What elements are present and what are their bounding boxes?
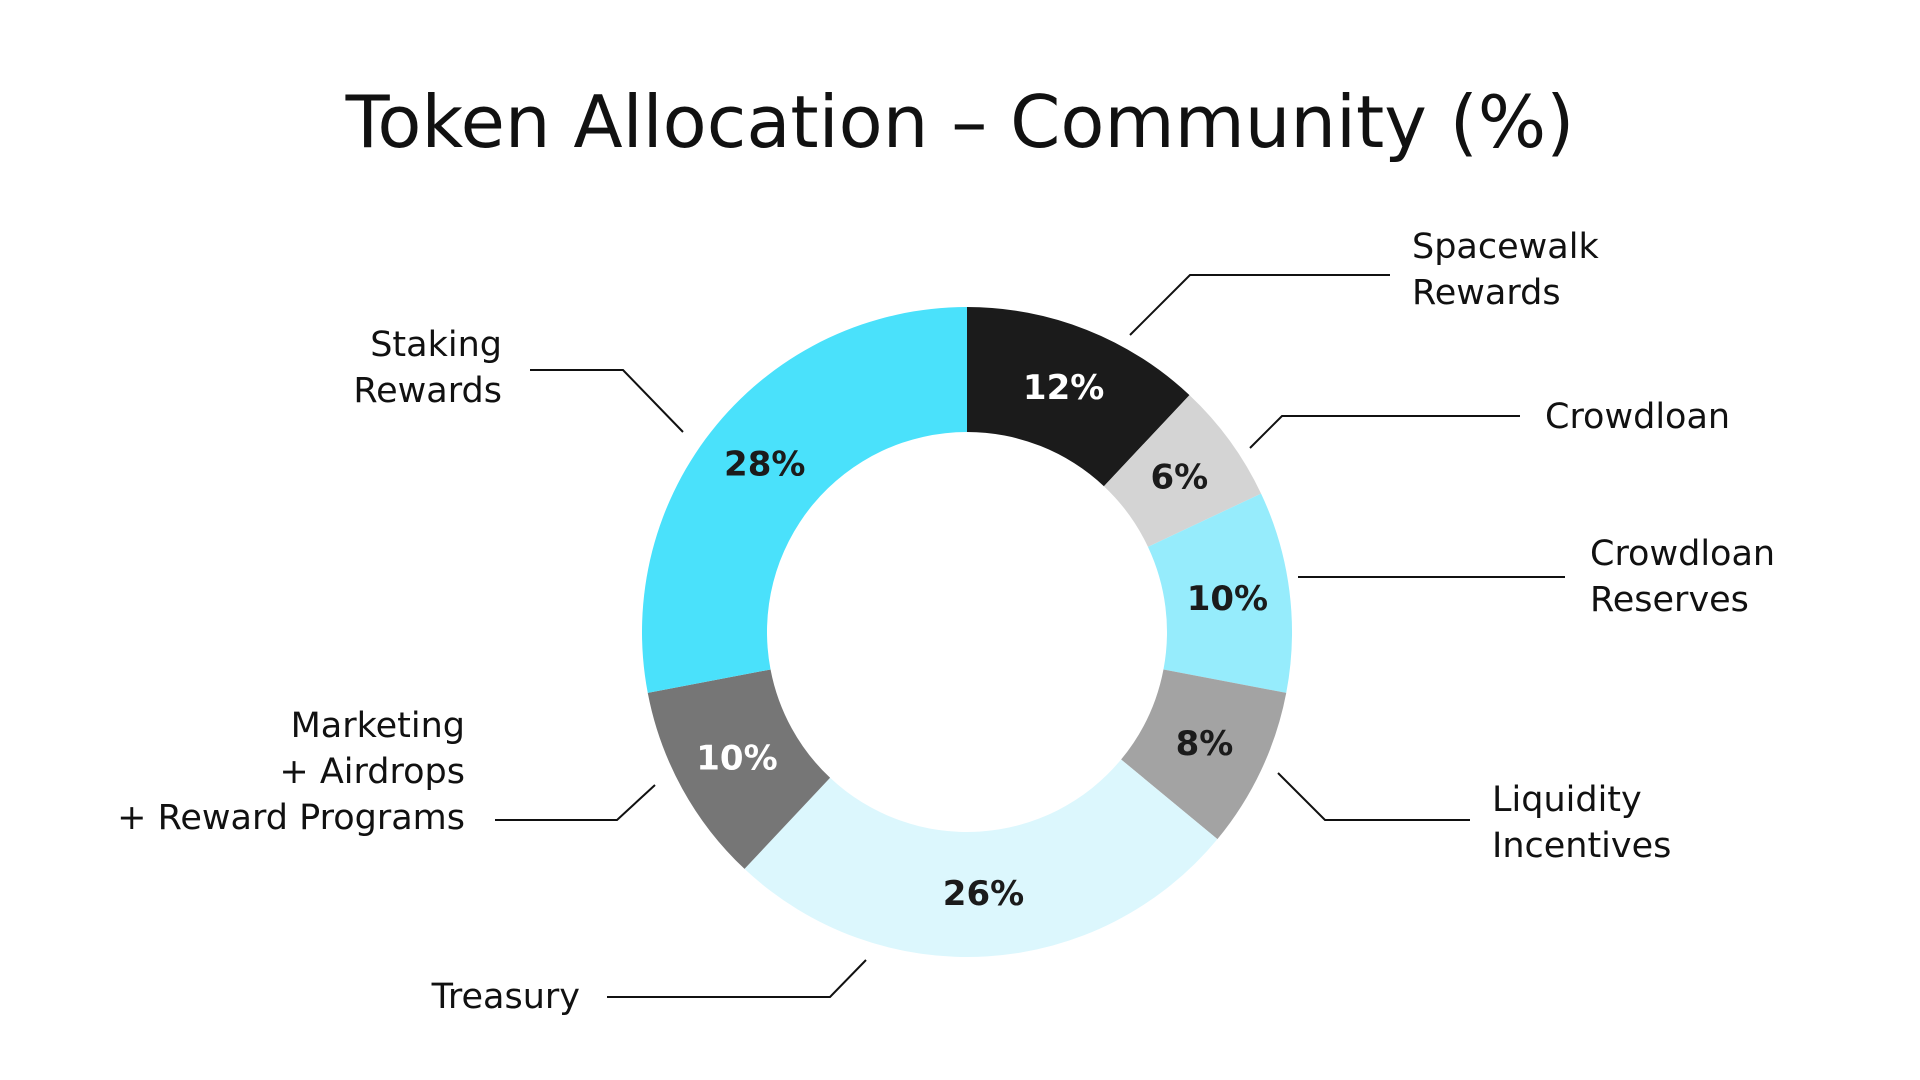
slice-staking-rewards — [642, 307, 967, 693]
value-label-treasury: 26% — [943, 874, 1024, 914]
leader-line-spacewalk-rewards — [1129, 274, 1390, 336]
value-label-crowdloan-reserves: 10% — [1187, 579, 1268, 619]
slice-crowdloan-reserves — [1147, 493, 1293, 693]
leader-line-liquidity-incentives — [1277, 772, 1470, 821]
value-label-crowdloan: 6% — [1150, 458, 1208, 498]
category-label-treasury: Treasury — [431, 977, 580, 1017]
category-label-crowdloan: Crowdloan — [1545, 397, 1730, 437]
category-label-spacewalk-rewards: Spacewalk Rewards — [1412, 227, 1599, 313]
slice-crowdloan — [1103, 395, 1262, 547]
value-label-liquidity-incentives: 8% — [1176, 724, 1234, 764]
category-label-liquidity-incentives: Liquidity Incentives — [1492, 780, 1671, 866]
value-label-marketing-airdrops-reward-programs: 10% — [696, 738, 777, 778]
leader-lines — [495, 274, 1565, 998]
category-label-crowdloan-reserves: Crowdloan Reserves — [1590, 534, 1775, 620]
slice-spacewalk-rewards — [967, 307, 1190, 487]
donut-slices: 12% 6% 10% 8% 26% 10% 28% — [642, 307, 1293, 958]
category-label-staking-rewards: Staking Rewards — [353, 325, 502, 411]
slice-treasury — [744, 759, 1218, 958]
leader-line-marketing-airdrops-reward-programs — [495, 784, 656, 821]
leader-line-treasury — [607, 959, 867, 998]
value-label-staking-rewards: 28% — [724, 445, 805, 485]
chart-title: Token Allocation – Community (%) — [345, 80, 1575, 164]
slice-liquidity-incentives — [1121, 669, 1287, 840]
category-label-marketing-airdrops-reward-programs: Marketing + Airdrops + Reward Programs — [117, 706, 465, 838]
value-label-spacewalk-rewards: 12% — [1023, 368, 1104, 408]
leader-line-crowdloan — [1249, 415, 1520, 449]
slice-labels: Spacewalk Rewards Crowdloan Crowdloan Reserv… — [117, 227, 1775, 1017]
leader-line-staking-rewards — [530, 369, 684, 433]
slice-marketing-airdrops-reward-programs — [647, 669, 831, 869]
